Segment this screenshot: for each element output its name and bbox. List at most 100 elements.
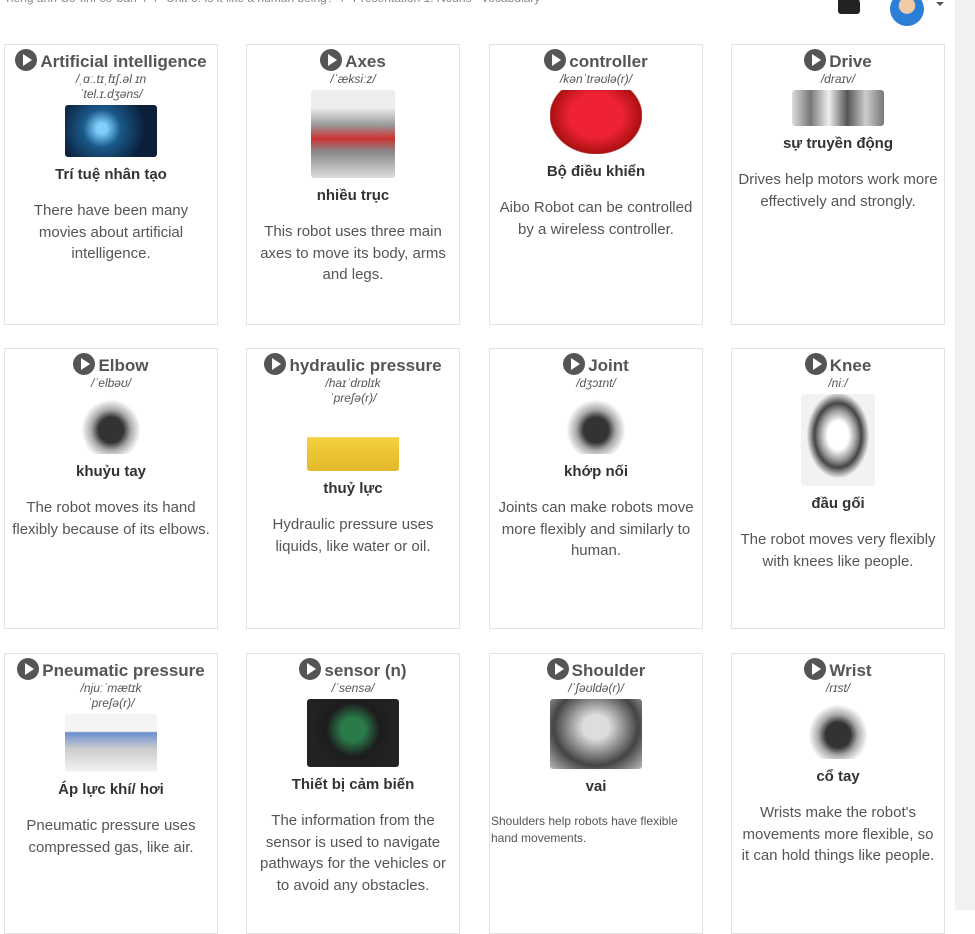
word: Wrist — [829, 661, 872, 680]
example: Hydraulic pressure uses liquids, like wa… — [272, 516, 434, 555]
example: The information from the sensor is used … — [260, 812, 446, 894]
breadcrumb-item[interactable]: Presentation 1: Nouns - vocabulary — [353, 0, 540, 5]
page: Tiếng anh Cơ khí cơ bản 4 / Unit 6: Is it … — [4, 0, 975, 934]
example: The robot moves its hand flexibly becaus… — [12, 499, 210, 538]
play-button[interactable] — [320, 49, 343, 71]
word-image — [792, 90, 884, 126]
breadcrumb-item[interactable]: Tiếng anh Cơ khí cơ bản 4 — [4, 0, 147, 5]
vocab-card: Joint/dʒɔɪnt/khớp nối Joints can make rob… — [489, 348, 703, 629]
phonetic: /ˈʃəʊldə(r)/ — [568, 681, 624, 695]
play-button[interactable] — [264, 353, 287, 375]
word-image — [550, 699, 642, 769]
play-button[interactable] — [804, 49, 827, 71]
card-header: Knee — [804, 352, 872, 376]
vocab-card: controller/kənˈtrəʊlə(r)/ Bộ điều khiển Ai… — [489, 44, 703, 325]
word: controller — [569, 52, 648, 71]
phonetic: /ˈæksiːz/ — [330, 72, 376, 86]
word-image — [65, 105, 157, 157]
word: Elbow — [98, 356, 149, 375]
breadcrumb-item[interactable]: Unit 6: Is it like a human being? — [166, 0, 333, 5]
example: Drives help motors work more effectively… — [738, 171, 938, 210]
play-button[interactable] — [299, 658, 322, 680]
card-header: Drive — [804, 48, 872, 72]
meaning: nhiều trục — [316, 187, 390, 204]
vocab-card: sensor (n)/ˈsensə/Thiết bị cảm biến The i… — [246, 653, 460, 934]
separator: / — [155, 0, 158, 5]
word: Pneumatic pressure — [42, 661, 205, 680]
word: Artificial intelligence — [40, 52, 207, 71]
example: This robot uses three main axes to move … — [260, 223, 446, 283]
vocab-card: Axes/ˈæksiːz/nhiều trục This robot uses t… — [246, 44, 460, 325]
vocab-card: Knee/niː/đầu gối The robot moves very fle… — [731, 348, 945, 629]
word-image — [311, 90, 395, 178]
vocab-card: hydraulic pressure/haɪˈdrɒlɪk ˈpreʃə(r)/ t… — [246, 348, 460, 629]
phonetic: /draɪv/ — [820, 72, 856, 86]
vocab-card: Shoulder/ˈʃəʊldə(r)/ vai Shoulders help ro… — [489, 653, 703, 934]
word: Shoulder — [571, 661, 646, 680]
word: Drive — [829, 52, 872, 71]
card-header: Wrist — [804, 657, 872, 681]
word-image — [550, 90, 642, 154]
vocab-card: Wrist/rɪst/cổ tay Wrists make the robot's… — [731, 653, 945, 934]
phonetic: /njuːˈmætɪk — [80, 681, 142, 695]
play-button[interactable] — [73, 353, 96, 375]
word: Knee — [829, 356, 872, 375]
vocab-card: Drive/draɪv/sự truyền động Drives help mo… — [731, 44, 945, 325]
meaning: Bộ điều khiển — [546, 163, 646, 180]
example: Pneumatic pressure uses compressed gas, … — [26, 817, 196, 856]
word-image — [307, 699, 399, 767]
menu-caret[interactable] — [936, 2, 944, 10]
word-image — [803, 699, 873, 759]
word-image — [307, 409, 399, 471]
word-image — [801, 394, 875, 486]
play-button[interactable] — [15, 49, 38, 71]
meaning: khuỷu tay — [75, 463, 147, 480]
vocab-card: Pneumatic pressure/njuːˈmætɪk ˈpreʃə(r)/ Á… — [4, 653, 218, 934]
avatar[interactable] — [890, 0, 924, 26]
scrollbar[interactable] — [955, 0, 975, 910]
word-image — [76, 394, 146, 454]
meaning: Thiết bị cảm biến — [291, 776, 415, 793]
phonetic: /ˈsensə/ — [331, 681, 375, 695]
meaning: sự truyền động — [782, 135, 894, 152]
phonetic: /dʒɔɪnt/ — [576, 376, 616, 390]
word: hydraulic pressure — [289, 356, 442, 375]
word: Axes — [345, 52, 386, 71]
separator: / — [342, 0, 345, 5]
word: sensor (n) — [324, 661, 407, 680]
phonetic: /ˈelbəʊ/ — [90, 376, 132, 390]
card-header: Artificial intelligence — [15, 48, 207, 72]
word-image — [65, 714, 157, 772]
example: Shoulders help robots have flexible hand… — [491, 814, 678, 845]
phonetic: ˈpreʃə(r)/ — [87, 696, 135, 710]
card-header: Shoulder — [546, 657, 646, 681]
play-button[interactable] — [544, 49, 567, 71]
play-button[interactable] — [804, 658, 827, 680]
card-header: Elbow — [73, 352, 149, 376]
icon[interactable] — [838, 0, 860, 14]
meaning: Trí tuệ nhân tạo — [55, 166, 167, 183]
phonetic: /kənˈtrəʊlə(r)/ — [559, 72, 633, 86]
example: Aibo Robot can be controlled by a wirele… — [499, 199, 693, 238]
example: Wrists make the robot's movements more f… — [741, 804, 935, 864]
word-image — [561, 394, 631, 454]
meaning: đầu gối — [811, 495, 865, 512]
play-button[interactable] — [563, 353, 586, 375]
phonetic: ˈtel.ɪ.dʒəns/ — [79, 87, 143, 101]
breadcrumb: Tiếng anh Cơ khí cơ bản 4 / Unit 6: Is it … — [4, 0, 540, 5]
play-button[interactable] — [17, 658, 40, 680]
phonetic: /haɪˈdrɒlɪk — [325, 376, 381, 390]
meaning: Áp lực khí/ hơi — [58, 781, 164, 798]
play-button[interactable] — [804, 353, 827, 375]
phonetic: /ˌɑː.tɪˌfɪʃ.əl ɪn — [75, 72, 147, 86]
phonetic: /rɪst/ — [825, 681, 851, 695]
word: Joint — [588, 356, 629, 375]
play-button[interactable] — [546, 658, 569, 680]
card-header: sensor (n) — [299, 657, 407, 681]
example: The robot moves very flexibly with knees… — [740, 531, 936, 570]
card-header: Axes — [320, 48, 386, 72]
card-header: Joint — [563, 352, 629, 376]
phonetic: ˈpreʃə(r)/ — [329, 391, 377, 405]
phonetic: /niː/ — [828, 376, 848, 390]
example: There have been many movies about artifi… — [33, 202, 189, 262]
